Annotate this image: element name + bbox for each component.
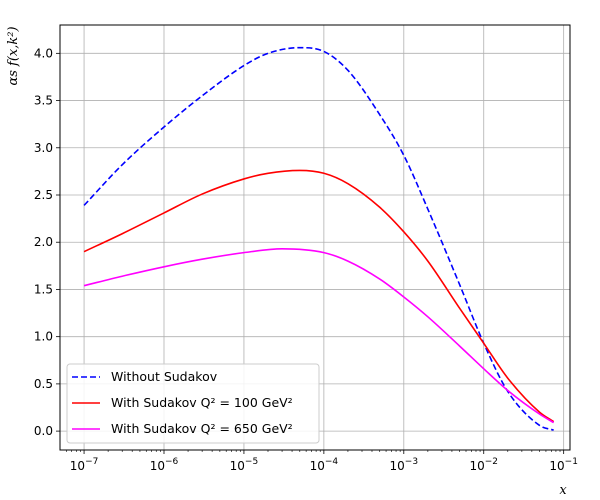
series-line-0	[83, 46, 554, 431]
x-tick-label: 10−4	[310, 457, 339, 473]
y-tick-label: 0.0	[34, 424, 53, 438]
y-tick-label: 3.0	[34, 141, 53, 155]
y-axis-ticks: 0.0 0.5 1.0 1.5 2.0 2.5 3.0 3.5 4.0	[34, 46, 60, 438]
x-tick-label: 10−1	[549, 457, 578, 473]
x-tick-label: 10−6	[150, 457, 179, 473]
x-axis-ticks: 10−7 10−6 10−5 10−4 10−3 10−2 10−1	[66, 450, 578, 473]
y-tick-label: 0.5	[34, 377, 53, 391]
y-axis-label: αs f(x,k²)	[6, 26, 21, 85]
x-tick-label: 10−3	[390, 457, 419, 473]
y-tick-label: 4.0	[34, 46, 53, 60]
y-tick-label: 2.5	[34, 188, 53, 202]
legend: Without Sudakov With Sudakov Q² = 100 GeV²…	[66, 363, 320, 444]
legend-box	[66, 363, 320, 444]
legend-label: With Sudakov Q² = 100 GeV²	[111, 395, 293, 410]
y-tick-label: 3.5	[34, 94, 53, 108]
legend-label: Without Sudakov	[111, 369, 218, 384]
data-lines	[83, 46, 555, 431]
x-axis-label: x	[559, 483, 567, 498]
y-tick-label: 2.0	[34, 235, 53, 249]
x-tick-label: 10−2	[469, 457, 498, 473]
series-line-2	[83, 248, 555, 424]
x-tick-label: 10−5	[230, 457, 259, 473]
legend-label: With Sudakov Q² = 650 GeV²	[111, 421, 293, 436]
x-tick-label: 10−7	[70, 457, 99, 473]
y-tick-label: 1.0	[34, 330, 53, 344]
y-tick-label: 1.5	[34, 282, 53, 296]
series-line-1	[83, 169, 555, 423]
plot-frame	[59, 24, 571, 451]
